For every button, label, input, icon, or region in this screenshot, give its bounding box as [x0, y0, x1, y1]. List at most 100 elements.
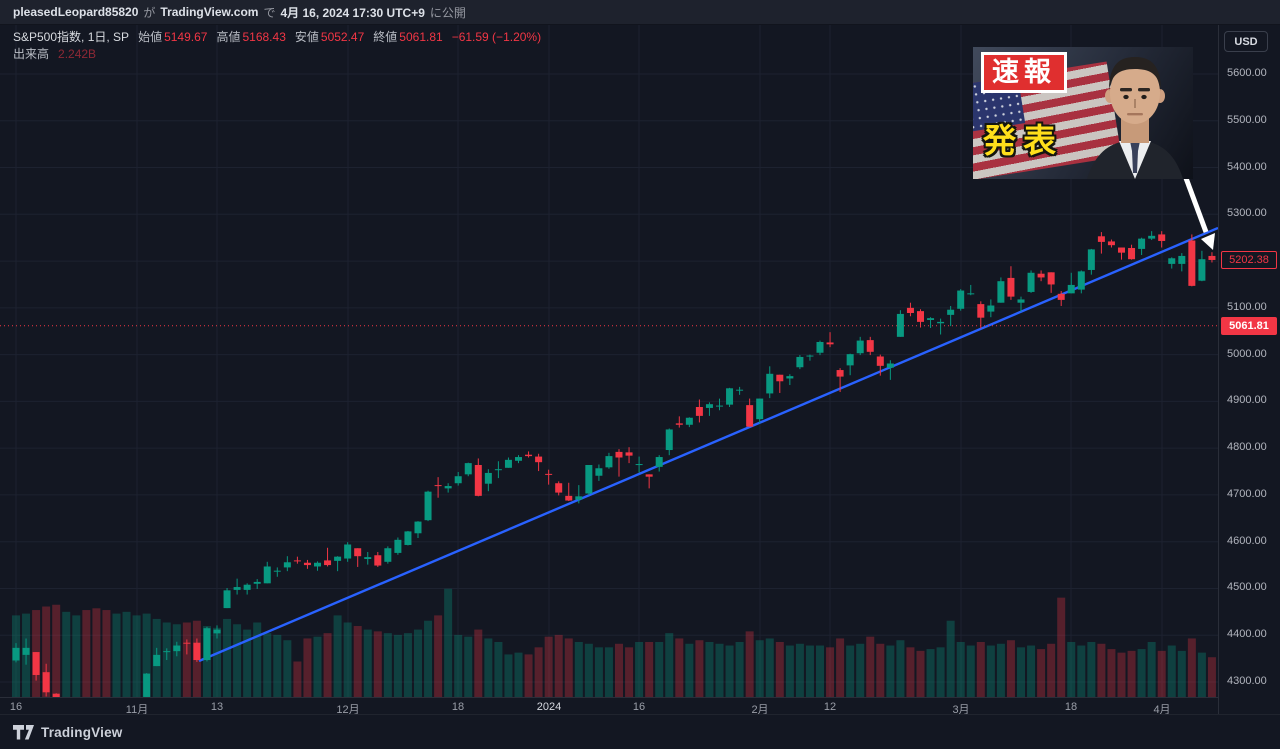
volume-bar — [906, 647, 915, 697]
volume-label[interactable]: 出来高 — [13, 47, 50, 61]
volume-bar — [645, 642, 654, 697]
news-anchor-graphic — [1087, 57, 1183, 179]
volume-bar — [534, 647, 543, 697]
candle-body — [243, 584, 251, 590]
volume-bar — [202, 626, 211, 697]
volume-bar — [504, 654, 513, 697]
volume-bar — [253, 622, 262, 697]
volume-bar — [866, 636, 875, 697]
breaking-news-image[interactable]: 速報 発表 — [973, 47, 1193, 179]
candle-body — [263, 566, 271, 584]
candle-body — [796, 356, 804, 368]
volume-bar — [303, 638, 312, 697]
volume-bar — [1006, 640, 1015, 697]
tradingview-brand-link[interactable]: TradingView — [41, 724, 123, 740]
volume-bar — [1127, 650, 1136, 697]
volume-bar — [132, 615, 141, 697]
volume-bar — [836, 638, 845, 697]
volume-bar — [665, 633, 674, 697]
volume-bar — [685, 643, 694, 697]
candle-body — [273, 570, 281, 572]
price-axis[interactable]: USD 5202.38 5061.81 5600.00 5500.00 5400.0… — [1218, 25, 1280, 714]
volume-bar — [725, 645, 734, 697]
candle-body — [404, 531, 412, 545]
volume-bar — [102, 610, 111, 697]
volume-bars — [12, 588, 1216, 697]
chart-pane[interactable]: S&P500指数, 1日, SP 始値 5149.67 高値 5168.43 安値 5… — [0, 25, 1218, 697]
candle-body — [253, 581, 261, 584]
candle-body — [1188, 240, 1196, 286]
volume-bar — [1167, 645, 1176, 697]
volume-bar — [403, 633, 412, 697]
volume-bar — [112, 613, 121, 697]
volume-bar — [434, 615, 443, 697]
candles — [12, 231, 1216, 697]
candle-body — [947, 309, 955, 315]
price-axis-label: 4700.00 — [1227, 487, 1267, 500]
candle-body — [927, 318, 935, 321]
candle-body — [776, 374, 784, 382]
tradingview-site-link[interactable]: TradingView.com — [160, 5, 259, 19]
volume-bar — [424, 620, 433, 697]
price-axis-label: 4300.00 — [1227, 675, 1267, 687]
candle-body — [1067, 284, 1075, 294]
candle-body — [1007, 277, 1015, 297]
candle-body — [344, 544, 352, 559]
candle-body — [886, 363, 894, 368]
volume-bar — [182, 622, 191, 697]
price-axis-label: 4900.00 — [1227, 394, 1267, 407]
volume-bar — [564, 638, 573, 697]
candle-body — [545, 473, 553, 475]
price-axis-label: 5400.00 — [1227, 160, 1267, 173]
price-axis-label: 5600.00 — [1227, 67, 1267, 79]
candle-body — [746, 405, 754, 427]
volume-bar — [805, 645, 814, 697]
candle-body — [1138, 238, 1146, 249]
volume-bar — [1137, 649, 1146, 697]
currency-button[interactable]: USD — [1224, 31, 1268, 52]
volume-bar — [826, 647, 835, 697]
price-axis-label: 4600.00 — [1227, 534, 1267, 547]
candle-body — [565, 495, 573, 501]
volume-bar — [956, 642, 965, 697]
volume-bar — [1147, 642, 1156, 697]
candle-body — [645, 474, 653, 477]
time-axis[interactable]: 16 11月 13 12月 18 2024 16 2月 12 3月 18 4月 — [0, 697, 1280, 716]
volume-bar — [223, 618, 232, 697]
candle-body — [695, 406, 703, 416]
candle-body — [293, 560, 301, 562]
candle-body — [1198, 259, 1206, 281]
publisher-link[interactable]: pleasedLeopard85820 — [13, 5, 139, 19]
volume-bar — [775, 642, 784, 697]
candle-body — [525, 454, 533, 457]
candle-body — [153, 654, 161, 667]
volume-bar — [524, 654, 533, 697]
volume-bar — [1017, 647, 1025, 697]
time-axis-label: 2024 — [536, 701, 562, 713]
candle-body — [987, 305, 995, 312]
time-axis-label: 13 — [210, 701, 224, 713]
legend: S&P500指数, 1日, SP 始値 5149.67 高値 5168.43 安値 5… — [13, 31, 541, 65]
volume-bar — [82, 610, 91, 697]
candle-body — [1208, 255, 1216, 260]
candle-body — [816, 341, 824, 353]
candle-body — [42, 672, 50, 693]
candle-body — [22, 647, 30, 655]
candle-body — [1168, 258, 1176, 264]
candle-body — [1017, 299, 1025, 303]
candle-body — [324, 560, 332, 566]
candle-body — [434, 485, 442, 487]
publish-bar: pleasedLeopard85820 が TradingView.com で … — [0, 0, 1280, 25]
volume-bar — [233, 624, 242, 697]
volume-value: 2.242B — [58, 47, 97, 61]
volume-bar — [876, 643, 885, 697]
candle-body — [736, 389, 744, 391]
tradingview-logo-icon[interactable] — [13, 724, 34, 740]
volume-bar — [795, 643, 804, 697]
candle-body — [836, 370, 844, 377]
arrow-drawing[interactable] — [1180, 169, 1215, 250]
trendline-drawing[interactable] — [198, 226, 1218, 663]
symbol-title[interactable]: S&P500指数, 1日, SP — [13, 30, 130, 44]
price-axis-label: 4500.00 — [1227, 581, 1267, 594]
volume-bar — [1047, 643, 1056, 697]
